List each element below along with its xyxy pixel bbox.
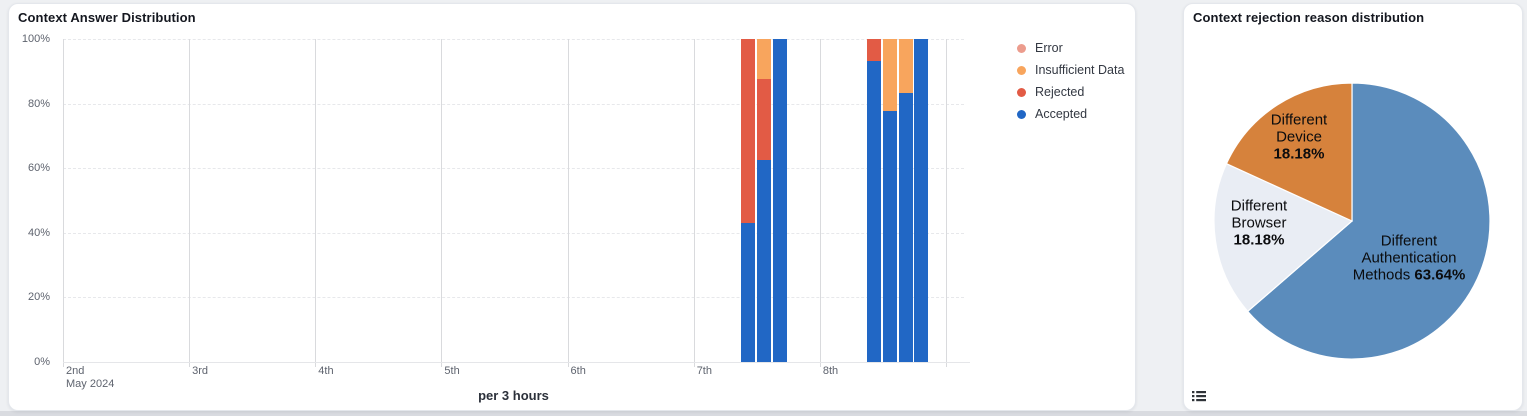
x-axis-label: 6th	[570, 365, 586, 377]
legend-item-insufficient_data[interactable]: Insufficient Data	[1017, 64, 1124, 77]
bar-segment-rejected[interactable]	[741, 39, 755, 224]
bar-column	[867, 39, 882, 362]
bar-column	[772, 39, 787, 362]
x-axis-interval-label: per 3 hours	[478, 388, 549, 403]
bar-segment-insufficient_data[interactable]	[898, 39, 913, 93]
legend-label-accepted: Accepted	[1035, 107, 1088, 121]
y-grid-line	[63, 297, 964, 299]
y-axis-label: 60%	[27, 162, 50, 175]
x-grid-line	[567, 39, 569, 367]
legend-item-accepted[interactable]: Accepted	[1017, 108, 1124, 121]
answer-distribution-plot: 0% 20% 40% 60% 80% 100% 2nd May 2024 3rd 4th 5th 6t…	[9, 4, 1137, 412]
x-axis-label: 7th	[696, 365, 712, 377]
pie-slice-0[interactable]: Different Authentication Methods 63.64%	[1246, 82, 1491, 360]
x-axis-month-label: May 2024	[66, 378, 115, 390]
x-grid-line	[945, 39, 947, 367]
rejection-reason-pie-chart: Different Authentication Methods 63.64%D…	[1213, 82, 1491, 360]
x-grid-line	[189, 39, 191, 367]
x-axis-label: 5th	[444, 365, 460, 377]
legend-item-error[interactable]: Error	[1017, 42, 1124, 55]
x-axis-line	[63, 362, 970, 363]
legend-dot-insufficient_data	[1017, 66, 1026, 75]
y-axis-label: 100%	[21, 33, 50, 45]
bar-segment-insufficient_data[interactable]	[882, 39, 897, 111]
y-axis-label: 40%	[27, 226, 50, 239]
legend-label-error: Error	[1035, 41, 1063, 55]
y-axis-label: 0%	[34, 356, 50, 368]
rejection-reason-card: Context rejection reason distribution Di…	[1183, 3, 1523, 411]
legend-item-rejected[interactable]: Rejected	[1017, 86, 1124, 99]
legend-dot-rejected	[1017, 88, 1026, 97]
bar-segment-accepted[interactable]	[772, 39, 787, 362]
x-grid-line	[693, 39, 695, 367]
x-axis-label: 3rd	[192, 365, 209, 377]
x-axis-label: 2nd May 2024	[66, 365, 115, 390]
y-axis-label: 80%	[27, 97, 50, 110]
bar-segment-accepted[interactable]	[882, 110, 897, 362]
x-grid-line	[819, 39, 821, 367]
x-axis-label: 4th	[318, 365, 334, 377]
bar-column	[882, 39, 897, 362]
x-axis-label: 8th	[822, 365, 839, 377]
y-grid-line	[63, 168, 964, 170]
bar-segment-accepted[interactable]	[898, 92, 913, 362]
bar-segment-accepted[interactable]	[741, 223, 755, 362]
bar-segment-rejected[interactable]	[867, 39, 882, 61]
bar-column	[914, 39, 929, 362]
legend-dot-error	[1017, 44, 1026, 53]
bar-column	[756, 39, 771, 362]
bar-column	[741, 39, 755, 362]
bar-segment-rejected[interactable]	[756, 79, 771, 161]
legend-label-insufficient_data: Insufficient Data	[1035, 63, 1125, 77]
bar-segment-accepted[interactable]	[756, 160, 771, 362]
legend-toggle-icon[interactable]	[1192, 389, 1206, 403]
y-axis-label: 20%	[27, 291, 50, 304]
pie-slice-2[interactable]: Different Device 18.18%	[1225, 82, 1353, 222]
bar-segment-accepted[interactable]	[867, 60, 882, 362]
answer-distribution-title: Context Answer Distribution	[18, 10, 196, 25]
rejection-reason-title: Context rejection reason distribution	[1193, 10, 1425, 25]
bar-segment-insufficient_data[interactable]	[756, 39, 771, 80]
answer-distribution-card: Context Answer Distribution 0% 20% 40% 60% 8…	[8, 3, 1136, 411]
answer-distribution-legend: Error Insufficient Data Rejected Accepted	[1017, 42, 1124, 130]
x-grid-line	[315, 39, 317, 367]
y-grid-line	[63, 103, 964, 105]
legend-label-rejected: Rejected	[1035, 85, 1085, 99]
x-grid-line	[441, 39, 443, 367]
x-grid-line	[63, 39, 64, 367]
page-bottom-edge	[0, 411, 1527, 416]
pie-slice-1[interactable]: Different Browser 18.18%	[1213, 162, 1354, 313]
bar-segment-accepted[interactable]	[914, 39, 929, 362]
y-grid-line	[63, 39, 964, 40]
y-grid-line	[63, 232, 964, 234]
legend-dot-accepted	[1017, 110, 1026, 119]
bar-column	[898, 39, 913, 362]
